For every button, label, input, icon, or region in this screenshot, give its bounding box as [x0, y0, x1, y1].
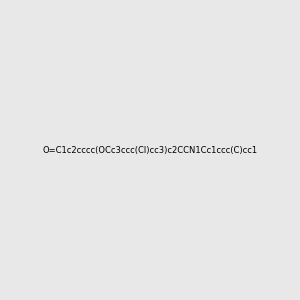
Text: O=C1c2cccc(OCc3ccc(Cl)cc3)c2CCN1Cc1ccc(C)cc1: O=C1c2cccc(OCc3ccc(Cl)cc3)c2CCN1Cc1ccc(C… [42, 146, 258, 154]
